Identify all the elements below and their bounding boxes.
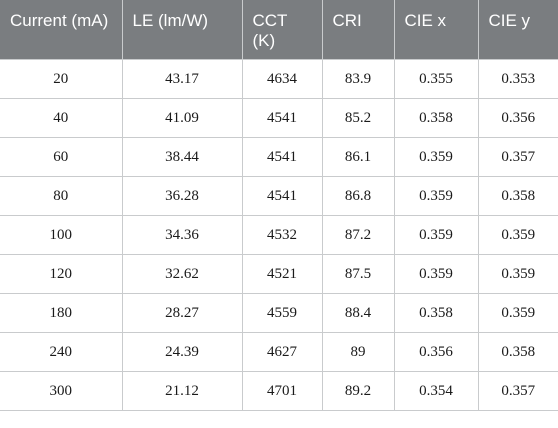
cell-cct: 4541 xyxy=(241,176,323,216)
header-row: Current (mA) LE (lm/W) CCT (K) CRI CIE x… xyxy=(0,0,558,60)
cell-current: 240 xyxy=(0,332,123,372)
cell-cct: 4701 xyxy=(241,371,323,411)
data-table: Current (mA) LE (lm/W) CCT (K) CRI CIE x… xyxy=(0,0,558,411)
cell-le: 24.39 xyxy=(121,332,243,372)
cell-current: 80 xyxy=(0,176,123,216)
cell-cct: 4634 xyxy=(241,59,323,99)
column-header-current: Current (mA) xyxy=(0,0,123,60)
cell-cie-x: 0.354 xyxy=(393,371,479,411)
cell-le: 32.62 xyxy=(121,254,243,294)
cell-cie-y: 0.359 xyxy=(477,215,558,255)
cell-cie-x: 0.359 xyxy=(393,137,479,177)
table-row: 240 24.39 4627 89 0.356 0.358 xyxy=(0,332,558,372)
table-row: 300 21.12 4701 89.2 0.354 0.357 xyxy=(0,371,558,411)
cell-cct: 4541 xyxy=(241,98,323,138)
cell-cie-x: 0.358 xyxy=(393,98,479,138)
table-row: 40 41.09 4541 85.2 0.358 0.356 xyxy=(0,98,558,138)
column-header-le: LE (lm/W) xyxy=(122,0,243,60)
cell-cri: 89 xyxy=(321,332,395,372)
column-header-cri: CRI xyxy=(322,0,395,60)
cell-cie-y: 0.357 xyxy=(477,371,558,411)
cell-cri: 86.1 xyxy=(321,137,395,177)
table-row: 180 28.27 4559 88.4 0.358 0.359 xyxy=(0,293,558,333)
cell-cct: 4521 xyxy=(241,254,323,294)
cell-cct: 4532 xyxy=(241,215,323,255)
cell-cie-y: 0.359 xyxy=(477,254,558,294)
cell-current: 20 xyxy=(0,59,123,99)
cell-current: 40 xyxy=(0,98,123,138)
cell-cie-y: 0.359 xyxy=(477,293,558,333)
cell-cri: 85.2 xyxy=(321,98,395,138)
cell-current: 60 xyxy=(0,137,123,177)
cell-current: 180 xyxy=(0,293,123,333)
cell-cie-x: 0.359 xyxy=(393,215,479,255)
cell-cie-y: 0.358 xyxy=(477,332,558,372)
cell-cri: 87.5 xyxy=(321,254,395,294)
cell-cie-y: 0.357 xyxy=(477,137,558,177)
cell-cie-x: 0.359 xyxy=(393,176,479,216)
table-header: Current (mA) LE (lm/W) CCT (K) CRI CIE x… xyxy=(0,0,558,60)
cell-le: 34.36 xyxy=(121,215,243,255)
cell-cie-x: 0.355 xyxy=(393,59,479,99)
column-header-cie-y: CIE y xyxy=(478,0,558,60)
cell-cct: 4541 xyxy=(241,137,323,177)
cell-current: 120 xyxy=(0,254,123,294)
cell-cri: 86.8 xyxy=(321,176,395,216)
cell-cie-y: 0.353 xyxy=(477,59,558,99)
table-row: 20 43.17 4634 83.9 0.355 0.353 xyxy=(0,59,558,99)
cell-cie-y: 0.356 xyxy=(477,98,558,138)
table-row: 100 34.36 4532 87.2 0.359 0.359 xyxy=(0,215,558,255)
cell-le: 41.09 xyxy=(121,98,243,138)
cell-cct: 4627 xyxy=(241,332,323,372)
cell-cri: 87.2 xyxy=(321,215,395,255)
cell-le: 38.44 xyxy=(121,137,243,177)
cell-cri: 88.4 xyxy=(321,293,395,333)
cell-cie-x: 0.359 xyxy=(393,254,479,294)
table-row: 80 36.28 4541 86.8 0.359 0.358 xyxy=(0,176,558,216)
column-header-cct: CCT (K) xyxy=(242,0,323,60)
cell-cri: 83.9 xyxy=(321,59,395,99)
cell-le: 43.17 xyxy=(121,59,243,99)
cell-cct: 4559 xyxy=(241,293,323,333)
cell-current: 300 xyxy=(0,371,123,411)
cell-le: 28.27 xyxy=(121,293,243,333)
cell-le: 21.12 xyxy=(121,371,243,411)
table-body: 20 43.17 4634 83.9 0.355 0.353 40 41.09 … xyxy=(0,59,558,411)
cell-cie-y: 0.358 xyxy=(477,176,558,216)
cell-current: 100 xyxy=(0,215,123,255)
column-header-cie-x: CIE x xyxy=(394,0,479,60)
cell-cie-x: 0.356 xyxy=(393,332,479,372)
table-row: 60 38.44 4541 86.1 0.359 0.357 xyxy=(0,137,558,177)
cell-cie-x: 0.358 xyxy=(393,293,479,333)
cell-cri: 89.2 xyxy=(321,371,395,411)
cell-le: 36.28 xyxy=(121,176,243,216)
table-row: 120 32.62 4521 87.5 0.359 0.359 xyxy=(0,254,558,294)
